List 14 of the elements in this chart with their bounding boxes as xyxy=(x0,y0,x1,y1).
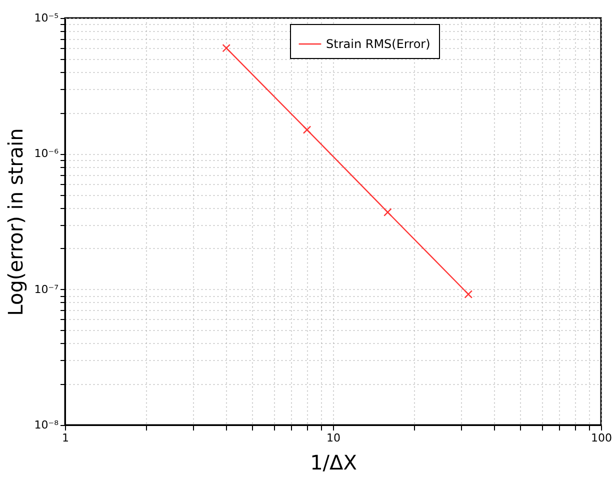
y-tick-label: 10⁻⁸ xyxy=(34,418,60,432)
point xyxy=(384,208,392,216)
x-axis-title: 1/ΔX xyxy=(310,450,358,474)
x-tick-label: 100 xyxy=(591,432,612,444)
y-tick-label: 10⁻⁷ xyxy=(34,282,58,296)
y-axis-title: Log(error) in strain xyxy=(3,128,28,316)
x-tick-label: 10 xyxy=(326,432,340,444)
point xyxy=(302,126,312,134)
legend-label: Strain RMS(Error) xyxy=(326,37,430,51)
point xyxy=(222,44,230,52)
point xyxy=(464,290,473,298)
y-tick-label: 10⁻⁶ xyxy=(34,147,60,160)
y-tick-label: 10⁻⁵ xyxy=(34,12,58,24)
x-tick-label: 1 xyxy=(62,432,69,444)
